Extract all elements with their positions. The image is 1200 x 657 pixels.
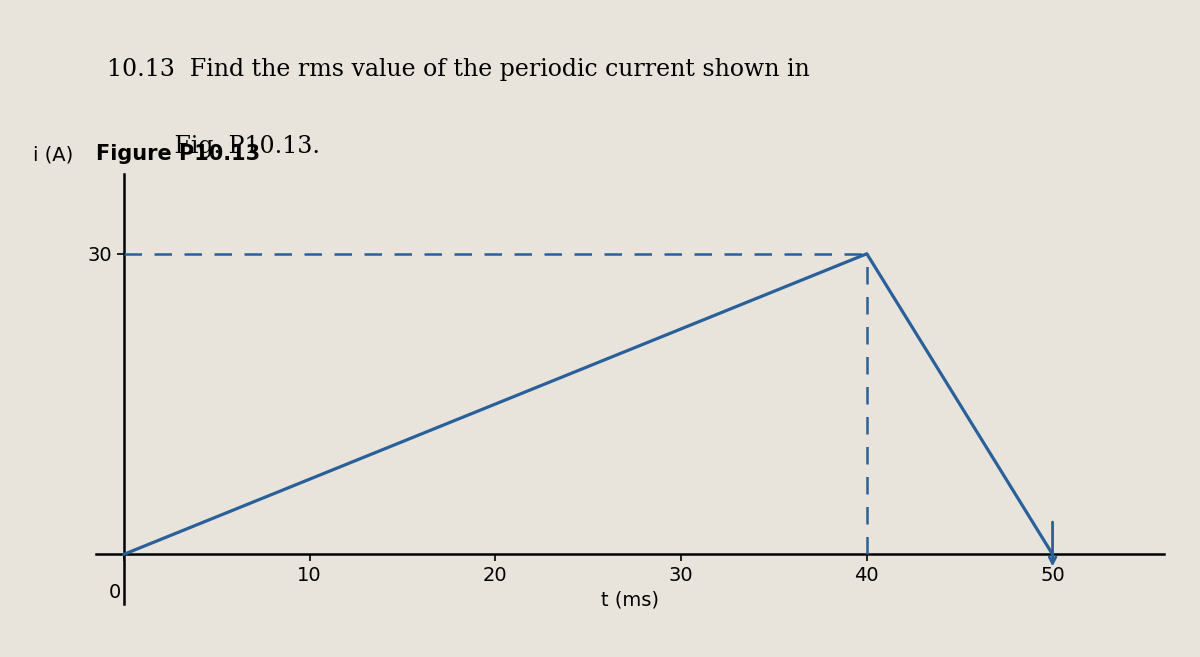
Y-axis label: i (A): i (A)	[34, 146, 73, 165]
Text: Fig. P10.13.: Fig. P10.13.	[107, 135, 319, 158]
X-axis label: t (ms): t (ms)	[601, 591, 659, 610]
Text: 0: 0	[108, 583, 121, 602]
Text: 10.13  Find the rms value of the periodic current shown in: 10.13 Find the rms value of the periodic…	[107, 58, 810, 81]
Text: Figure P10.13: Figure P10.13	[96, 144, 260, 164]
